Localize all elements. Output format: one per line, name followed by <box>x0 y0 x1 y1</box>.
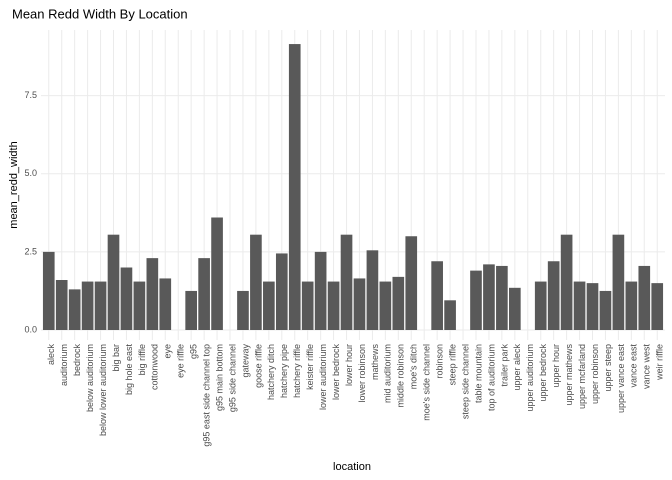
x-tick-label: upper mcfarland <box>577 344 587 409</box>
x-tick-label: robinson <box>435 344 445 379</box>
bar <box>185 290 197 330</box>
x-tick-label: big bar <box>111 344 121 372</box>
bar <box>599 290 612 330</box>
bar <box>509 287 521 330</box>
x-tick-label: below lower auditorium <box>98 344 108 436</box>
x-tick-label: upper bedrock <box>538 344 548 402</box>
x-tick-label: upper aleck <box>512 344 522 391</box>
bar <box>470 270 482 330</box>
x-tick-label: big riffle <box>137 344 147 375</box>
bar <box>483 264 495 330</box>
x-tick-label: cottonwood <box>150 344 160 390</box>
bar <box>651 283 664 330</box>
bar <box>133 281 146 330</box>
bar <box>120 267 133 330</box>
x-tick-label: steep side channel <box>460 344 470 419</box>
bar <box>560 234 573 330</box>
x-tick-label: upper auditorium <box>525 344 535 412</box>
bar <box>198 258 210 330</box>
x-tick-label: middle robinson <box>396 344 406 408</box>
x-tick-label: weir riffle <box>655 344 665 381</box>
x-tick-label: hatchery pipe <box>279 344 289 398</box>
x-tick-label: hatchery ditch <box>266 344 276 400</box>
y-tick-label: 7.5 <box>24 90 37 100</box>
x-tick-label: bedrock <box>72 344 82 377</box>
bar <box>392 276 405 330</box>
bar <box>431 261 443 330</box>
bar <box>107 234 120 330</box>
bar <box>586 283 599 330</box>
x-tick-label: mathews <box>370 344 380 381</box>
bar <box>625 281 638 330</box>
x-axis-title: location <box>333 461 371 473</box>
x-tick-label: goose riffle <box>253 344 263 388</box>
x-tick-label: table mountain <box>473 344 483 403</box>
x-tick-label: top of auditorium <box>486 344 496 411</box>
x-tick-label: lower auditorium <box>318 344 328 410</box>
bar <box>288 44 301 330</box>
bar <box>237 290 249 330</box>
bar <box>314 251 327 330</box>
x-tick-label: vance west <box>642 344 652 390</box>
bar <box>496 265 508 330</box>
bar <box>301 281 314 330</box>
x-tick-label: lower hour <box>344 344 354 386</box>
x-tick-label: gateway <box>240 344 250 378</box>
bar <box>405 236 418 330</box>
x-tick-label: below auditorium <box>85 344 95 412</box>
y-axis-title: mean_redd_width <box>8 141 20 228</box>
chart-title: Mean Redd Width By Location <box>12 6 188 21</box>
bar <box>42 251 55 330</box>
bar <box>211 217 223 330</box>
bar <box>275 253 288 330</box>
bar <box>573 281 586 330</box>
x-tick-label: g95 east side channel top <box>201 344 211 447</box>
x-tick-label: g95 side channel <box>227 344 237 412</box>
x-tick-label: mid auditorium <box>383 344 393 403</box>
bar <box>250 234 262 330</box>
x-tick-label: lower bedrock <box>331 344 341 401</box>
x-tick-label: keister riffle <box>305 344 315 390</box>
x-tick-label: hatchery riffle <box>292 344 302 398</box>
x-tick-label: moe's side channel <box>422 344 432 421</box>
bar <box>81 281 94 330</box>
y-tick-label: 2.5 <box>24 246 37 256</box>
bar <box>353 278 366 330</box>
bar <box>612 234 625 330</box>
x-tick-label: steep riffle <box>447 344 457 385</box>
x-tick-label: vance east <box>629 344 639 388</box>
bar <box>547 261 560 330</box>
bar <box>55 280 68 330</box>
bar <box>146 258 159 330</box>
bar <box>379 281 392 330</box>
bar <box>94 281 107 330</box>
bar <box>263 281 275 330</box>
bar <box>68 289 81 330</box>
bar <box>366 250 379 330</box>
x-tick-label: upper robinson <box>590 344 600 404</box>
bar <box>444 300 456 330</box>
x-tick-label: trailer park <box>499 344 509 387</box>
x-tick-label: g95 main bottom <box>214 344 224 411</box>
x-tick-label: g95 <box>189 344 199 359</box>
x-tick-label: eye <box>163 344 173 359</box>
x-tick-label: upper vance east <box>616 344 626 414</box>
x-tick-label: upper mathews <box>564 344 574 406</box>
x-tick-label: moe's ditch <box>409 344 419 389</box>
y-tick-label: 5.0 <box>24 168 37 178</box>
bar <box>638 265 651 330</box>
bar <box>327 281 340 330</box>
bar <box>159 278 172 330</box>
x-tick-label: upper steep <box>603 344 613 392</box>
x-tick-label: upper hour <box>551 344 561 388</box>
bar <box>534 281 547 330</box>
bar <box>340 234 353 330</box>
x-tick-label: lower robinson <box>357 344 367 403</box>
x-tick-label: aleck <box>46 344 56 366</box>
x-tick-label: big hole east <box>124 344 134 396</box>
x-tick-label: eye riffle <box>176 344 186 378</box>
x-tick-label: auditorium <box>59 344 69 386</box>
y-tick-label: 0.0 <box>24 324 37 334</box>
